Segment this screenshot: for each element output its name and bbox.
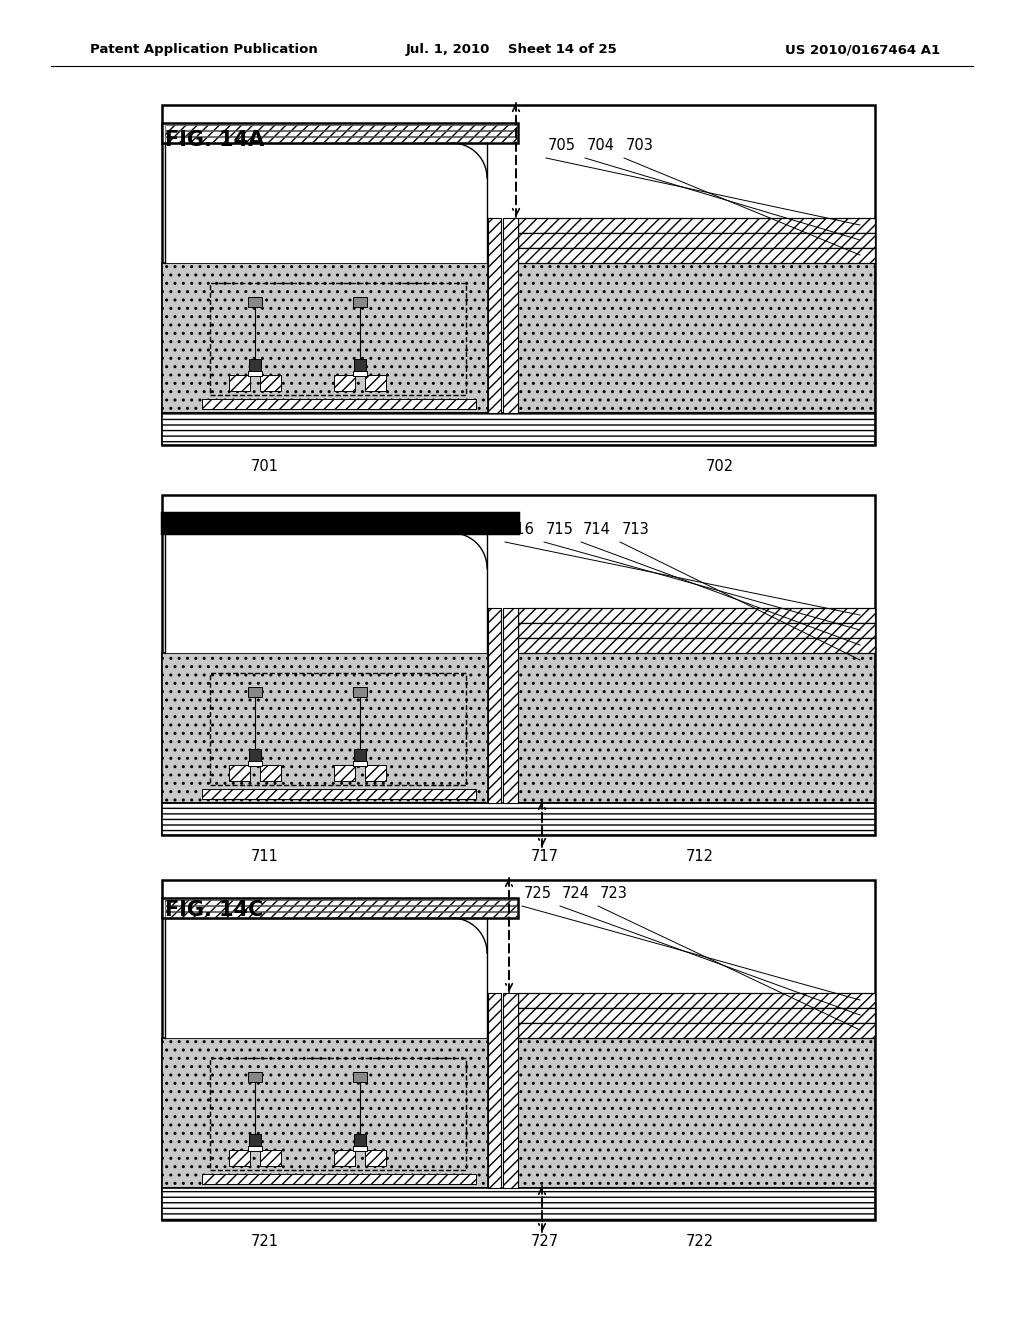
Bar: [248, 371, 262, 376]
Bar: [165, 125, 517, 129]
Bar: [162, 513, 518, 533]
Bar: [503, 993, 518, 1188]
Bar: [334, 375, 355, 391]
Bar: [353, 686, 367, 697]
Text: 713: 713: [622, 521, 650, 537]
Bar: [365, 766, 386, 781]
Text: 721: 721: [251, 1234, 279, 1249]
Bar: [202, 789, 476, 799]
Bar: [165, 900, 517, 906]
Bar: [334, 1150, 355, 1166]
Bar: [162, 495, 874, 836]
Bar: [165, 917, 487, 1038]
Bar: [162, 880, 874, 1220]
Bar: [354, 748, 366, 762]
Bar: [518, 609, 874, 623]
Bar: [229, 375, 250, 391]
Text: 725: 725: [524, 886, 552, 902]
Bar: [248, 686, 262, 697]
Bar: [162, 1038, 488, 1188]
Text: 723: 723: [600, 886, 628, 902]
Text: 714: 714: [583, 521, 611, 537]
Bar: [162, 413, 874, 445]
Bar: [162, 263, 488, 413]
Bar: [229, 766, 250, 781]
Bar: [248, 1146, 262, 1151]
Bar: [162, 1188, 874, 1220]
Bar: [518, 993, 874, 1008]
Text: 724: 724: [562, 886, 590, 902]
Bar: [210, 673, 466, 785]
Bar: [249, 1134, 261, 1146]
Bar: [354, 1134, 366, 1146]
Bar: [353, 762, 367, 766]
Bar: [503, 218, 518, 413]
Bar: [162, 803, 874, 836]
Text: 703: 703: [626, 139, 654, 153]
Bar: [165, 906, 517, 911]
Bar: [162, 123, 518, 143]
Bar: [260, 1150, 281, 1166]
Bar: [248, 762, 262, 766]
Bar: [165, 131, 517, 136]
Bar: [210, 282, 466, 395]
Text: 722: 722: [686, 1234, 714, 1249]
Bar: [162, 653, 488, 803]
Bar: [518, 218, 874, 234]
Bar: [162, 898, 518, 917]
Text: 701: 701: [251, 459, 279, 474]
Text: FIG. 14B: FIG. 14B: [165, 515, 264, 535]
Bar: [162, 106, 874, 445]
Bar: [518, 1008, 874, 1023]
Text: Patent Application Publication: Patent Application Publication: [90, 44, 317, 57]
Text: FIG. 14A: FIG. 14A: [165, 129, 264, 150]
Bar: [518, 248, 874, 263]
Bar: [202, 1173, 476, 1184]
Text: 702: 702: [706, 459, 734, 474]
Bar: [518, 653, 874, 803]
Bar: [365, 1150, 386, 1166]
Bar: [248, 297, 262, 308]
Bar: [503, 609, 518, 803]
Bar: [518, 263, 874, 413]
Text: 717: 717: [531, 849, 559, 865]
Bar: [165, 533, 487, 653]
Text: FIG. 14C: FIG. 14C: [165, 900, 263, 920]
Text: 727: 727: [530, 1234, 559, 1249]
Text: 711: 711: [251, 849, 279, 865]
Text: 716: 716: [507, 521, 535, 537]
Bar: [518, 234, 874, 248]
Bar: [353, 371, 367, 376]
Bar: [249, 359, 261, 371]
Bar: [353, 1072, 367, 1082]
Text: 712: 712: [686, 849, 714, 865]
Bar: [488, 609, 501, 803]
Bar: [518, 623, 874, 638]
Bar: [202, 399, 476, 409]
Bar: [354, 359, 366, 371]
Text: US 2010/0167464 A1: US 2010/0167464 A1: [784, 44, 940, 57]
Bar: [334, 766, 355, 781]
Bar: [249, 748, 261, 762]
Bar: [260, 375, 281, 391]
Bar: [518, 1023, 874, 1038]
Bar: [165, 912, 517, 917]
Bar: [260, 766, 281, 781]
Bar: [488, 993, 501, 1188]
Text: 715: 715: [546, 521, 573, 537]
Bar: [210, 1059, 466, 1170]
Text: 704: 704: [587, 139, 615, 153]
Bar: [165, 143, 487, 263]
Bar: [365, 375, 386, 391]
Bar: [353, 297, 367, 308]
Bar: [488, 218, 501, 413]
Bar: [353, 1146, 367, 1151]
Bar: [518, 1038, 874, 1188]
Bar: [165, 137, 517, 143]
Text: Jul. 1, 2010    Sheet 14 of 25: Jul. 1, 2010 Sheet 14 of 25: [407, 44, 617, 57]
Text: 705: 705: [548, 139, 575, 153]
Bar: [248, 1072, 262, 1082]
Bar: [518, 638, 874, 653]
Bar: [229, 1150, 250, 1166]
